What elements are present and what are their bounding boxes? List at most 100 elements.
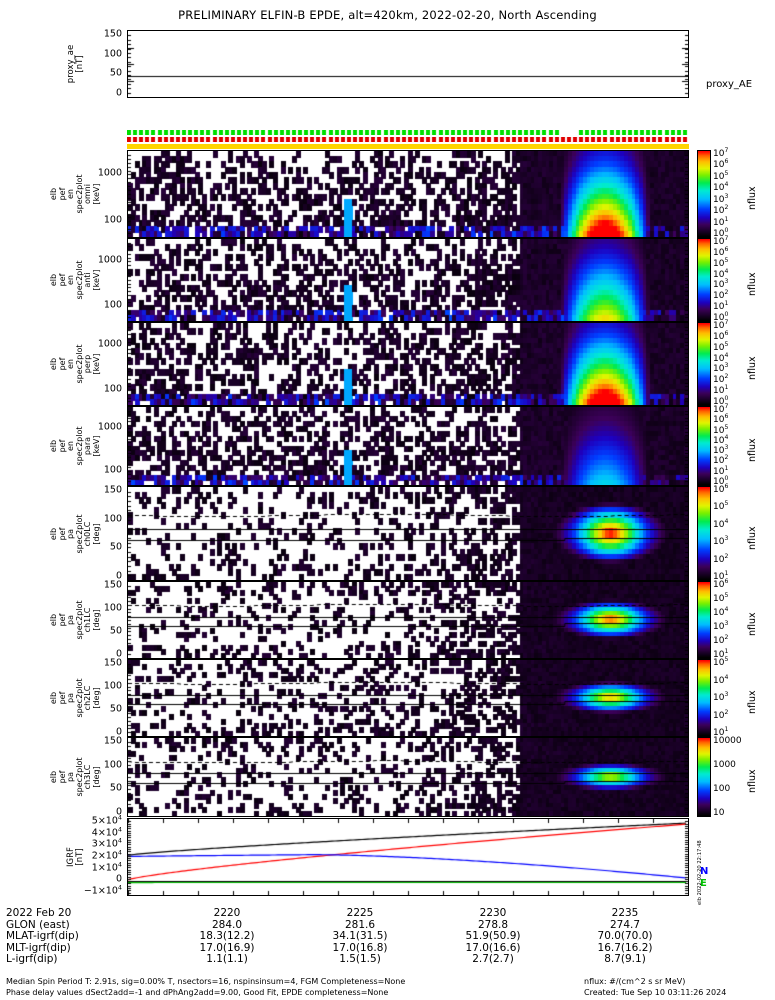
bottom-axis-cell: 16.7(16.2) [597, 941, 653, 954]
panel-igrf-canvas [128, 819, 688, 895]
panel-igrf [127, 818, 689, 896]
page-title: PRELIMINARY ELFIN-B EPDE, alt=420km, 202… [178, 8, 597, 22]
colorbar-tick-pa-ch1lc: 106 [713, 578, 729, 590]
panel-en-para [127, 406, 689, 486]
ytick-pa-ch2lc: 150 [103, 657, 122, 669]
ytick-pa-ch3lc: 100 [103, 759, 122, 771]
ytick-en-para: 100 [103, 464, 122, 476]
colorbar-en-perp [697, 322, 711, 406]
colorbar-tick-pa-ch2lc: 102 [713, 708, 729, 721]
colorbar-tick-en-perp: 102 [713, 373, 729, 386]
colorbar-tick-pa-ch1lc: 103 [713, 620, 729, 632]
ylabel-pa-ch3lc: elb pef pa spec2plot ch3LC [deg] [49, 737, 102, 817]
ytick-en-anti: 1000 [97, 254, 122, 266]
status-flags-green [127, 130, 689, 135]
colorbar-tick-en-omni: 102 [713, 204, 729, 217]
colorbar-tick-en-para: 102 [713, 454, 729, 467]
ytick-en-perp: 1000 [97, 338, 122, 350]
ytick-pa-ch2lc: 100 [103, 680, 122, 692]
ytick-pa-ch0lc: 100 [103, 513, 122, 525]
colorbar-pa-ch1lc [697, 581, 711, 659]
bottom-axis-cell: 70.0(70.0) [597, 930, 653, 943]
colorbar-tick-en-anti: 105 [713, 256, 729, 269]
ytick-en-anti: 100 [103, 299, 122, 311]
colorbar-tick-en-anti: 100 [713, 311, 729, 323]
ytick-proxy-ae: 150 [103, 28, 122, 40]
ytick-pa-ch2lc: 0 [115, 726, 122, 738]
colorbar-tick-pa-ch3lc: 10000 [713, 736, 742, 746]
bottom-axis-cell: 18.3(12.2) [199, 930, 255, 943]
colorbar-tick-en-anti: 102 [713, 289, 729, 302]
ytick-pa-ch3lc: 0 [115, 806, 122, 818]
colorbar-tick-pa-ch2lc: 105 [713, 656, 729, 668]
colorbar-pa-ch3lc [697, 737, 711, 817]
status-flags-red [127, 137, 689, 142]
ylabel-pa-ch1lc: elb pef pa spec2plot ch1LC [deg] [49, 581, 102, 659]
panel-pa-ch1lc [127, 581, 689, 659]
bottom-axis-row-label: 2022 Feb 20 [6, 907, 72, 919]
footer-right-line1: nflux: #/(cm^2 s sr MeV) [584, 977, 686, 986]
bottom-axis-cell: 274.7 [609, 918, 641, 931]
colorbar-en-anti [697, 238, 711, 322]
status-bar-yellow [127, 144, 689, 149]
bottom-axis-cell: 17.0(16.8) [332, 941, 388, 954]
ytick-proxy-ae: 0 [115, 87, 122, 99]
label-igrf-e: E [700, 878, 707, 889]
colorbar-tick-pa-ch0lc: 105 [713, 500, 729, 513]
colorbar-tick-en-perp: 106 [713, 329, 729, 342]
colorbar-tick-pa-ch3lc: 10 [713, 808, 725, 818]
bottom-axis-cell: 281.6 [344, 918, 376, 931]
bottom-axis-row: L-igrf(dip) 1.1(1.1) 1.5(1.5) 2.7(2.7) 8.7(9… [0, 954, 775, 966]
colorbar-tick-en-omni: 100 [713, 227, 729, 239]
colorbar-tick-pa-ch3lc: 100 [713, 784, 731, 794]
colorbar-tick-en-perp: 105 [713, 340, 729, 353]
ytick-igrf: −1×104 [83, 883, 122, 897]
panel-proxy-ae-canvas [128, 31, 688, 97]
label-igrf-n: N [700, 866, 709, 877]
bottom-axis-cell: 2230 [479, 907, 507, 919]
colorbar-tick-pa-ch2lc: 104 [713, 673, 729, 686]
bottom-axis-cell: 51.9(50.9) [465, 930, 521, 943]
ytick-en-perp: 100 [103, 383, 122, 395]
ylabel-line: [deg] [92, 522, 102, 545]
colorbar-tick-en-anti: 106 [713, 245, 729, 258]
colorbar-tick-en-omni: 106 [713, 158, 729, 171]
colorbar-tick-pa-ch2lc: 103 [713, 691, 729, 703]
ytick-igrf: 1×104 [91, 860, 122, 874]
colorbar-tick-en-omni: 107 [713, 147, 729, 159]
colorbar-tick-pa-ch2lc: 101 [713, 726, 729, 738]
ytick-pa-ch0lc: 50 [109, 541, 122, 553]
bottom-axis-row-label: MLAT-igrf(dip) [6, 930, 79, 943]
panel-pa-ch3lc-canvas [128, 738, 688, 816]
colorbar-en-omni [697, 150, 711, 238]
bottom-axis-row-label: GLON (east) [6, 918, 70, 931]
footer-right-line2: Created: Tue Sep 10 03:11:26 2024 [584, 988, 727, 997]
panel-en-para-canvas [128, 407, 688, 485]
colorbar-title-en-omni: nflux [747, 186, 758, 210]
bottom-axis-cell: 2.7(2.7) [472, 953, 514, 966]
colorbar-title-en-perp: nflux [747, 356, 758, 380]
colorbar-tick-pa-ch1lc: 104 [713, 606, 729, 618]
ytick-pa-ch3lc: 50 [109, 782, 122, 794]
panel-pa-ch2lc-canvas [128, 660, 688, 736]
colorbar-tick-pa-ch0lc: 103 [713, 535, 729, 548]
colorbar-title-pa-ch3lc: nflux [747, 769, 758, 793]
footer-left-line2: Phase delay values dSect2add=-1 and dPhA… [6, 988, 389, 997]
panel-pa-ch0lc [127, 486, 689, 581]
colorbar-tick-pa-ch1lc: 101 [713, 648, 729, 660]
ytick-pa-ch0lc: 150 [103, 484, 122, 496]
bottom-axis-cell: 1.5(1.5) [339, 953, 381, 966]
colorbar-tick-en-perp: 103 [713, 362, 729, 375]
panel-en-anti-canvas [128, 239, 688, 321]
ytick-proxy-ae: 100 [103, 48, 122, 60]
colorbar-tick-en-anti: 103 [713, 278, 729, 291]
panel-pa-ch3lc [127, 737, 689, 817]
panel-proxy-ae [127, 30, 689, 98]
bottom-axis-cell: 17.0(16.9) [199, 941, 255, 954]
colorbar-tick-pa-ch1lc: 105 [713, 592, 729, 604]
footer-left-line1: Median Spin Period T: 2.91s, sig=0.00% T… [6, 977, 406, 986]
colorbar-tick-pa-ch0lc: 104 [713, 517, 729, 530]
ylabel-line: [deg] [92, 609, 102, 631]
label-proxy-ae: proxy_AE [706, 79, 753, 90]
colorbar-tick-pa-ch0lc: 106 [713, 483, 729, 495]
